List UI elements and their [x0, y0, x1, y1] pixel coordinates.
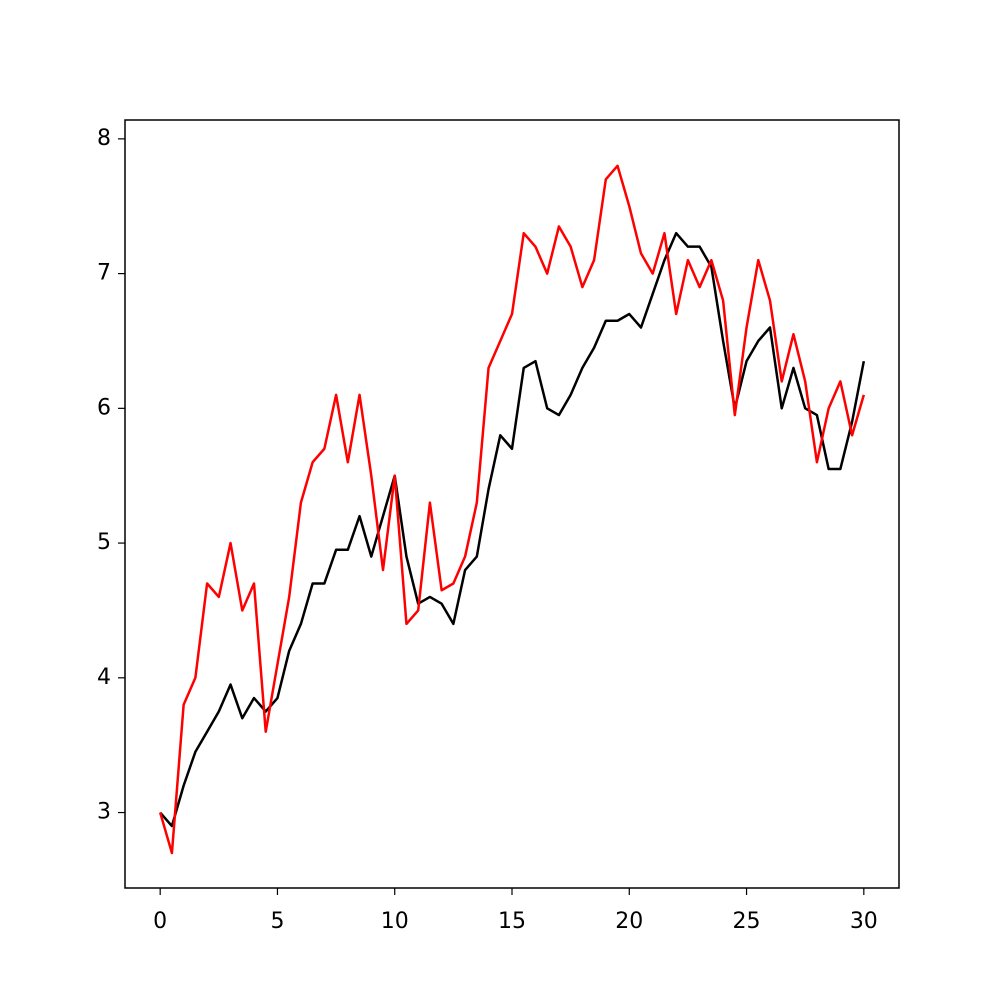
- plot-frame: [124, 119, 900, 889]
- y-tick-label: 6: [97, 395, 111, 420]
- x-tick-label: 25: [733, 909, 761, 934]
- x-tick-label: 5: [270, 909, 284, 934]
- y-tick-label: 8: [97, 126, 111, 151]
- x-tick-label: 15: [498, 909, 526, 934]
- x-tick-label: 0: [153, 909, 167, 934]
- line-series: [158, 164, 866, 855]
- line-series: [159, 231, 866, 828]
- y-tick-label: 4: [97, 665, 111, 690]
- x-tick-label: 30: [850, 909, 878, 934]
- y-tick-label: 5: [97, 530, 111, 555]
- x-tick-label: 10: [381, 909, 409, 934]
- y-tick-label: 3: [97, 800, 111, 825]
- y-tick-label: 7: [97, 261, 111, 286]
- x-tick-label: 20: [615, 909, 643, 934]
